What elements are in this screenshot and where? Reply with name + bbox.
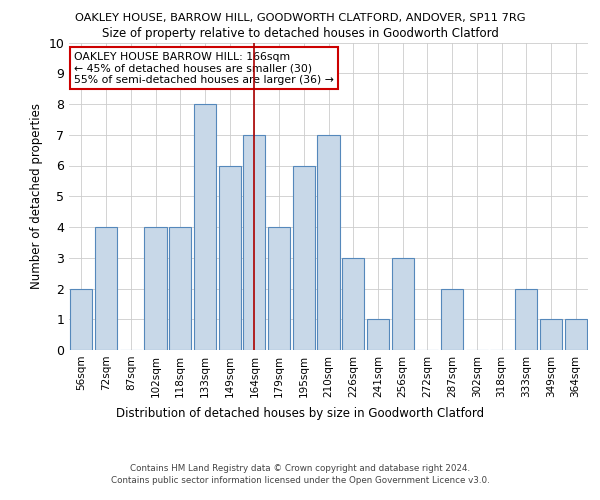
Text: OAKLEY HOUSE, BARROW HILL, GOODWORTH CLATFORD, ANDOVER, SP11 7RG: OAKLEY HOUSE, BARROW HILL, GOODWORTH CLA… (75, 12, 525, 22)
Bar (565, 320, 587, 350)
Bar (194, 104, 216, 350)
Bar (70, 288, 92, 350)
Bar (169, 227, 191, 350)
Bar (293, 166, 315, 350)
Text: Size of property relative to detached houses in Goodworth Clatford: Size of property relative to detached ho… (101, 28, 499, 40)
Text: Contains HM Land Registry data © Crown copyright and database right 2024.: Contains HM Land Registry data © Crown c… (130, 464, 470, 473)
Bar (540, 320, 562, 350)
Bar (317, 134, 340, 350)
Text: Contains public sector information licensed under the Open Government Licence v3: Contains public sector information licen… (110, 476, 490, 485)
Text: OAKLEY HOUSE BARROW HILL: 166sqm
← 45% of detached houses are smaller (30)
55% o: OAKLEY HOUSE BARROW HILL: 166sqm ← 45% o… (74, 52, 334, 85)
Bar (515, 288, 538, 350)
Bar (95, 227, 117, 350)
Bar (441, 288, 463, 350)
Bar (268, 227, 290, 350)
Bar (243, 134, 265, 350)
Y-axis label: Number of detached properties: Number of detached properties (30, 104, 43, 289)
Bar (342, 258, 364, 350)
Bar (218, 166, 241, 350)
Text: Distribution of detached houses by size in Goodworth Clatford: Distribution of detached houses by size … (116, 408, 484, 420)
Bar (367, 320, 389, 350)
Bar (145, 227, 167, 350)
Bar (392, 258, 414, 350)
